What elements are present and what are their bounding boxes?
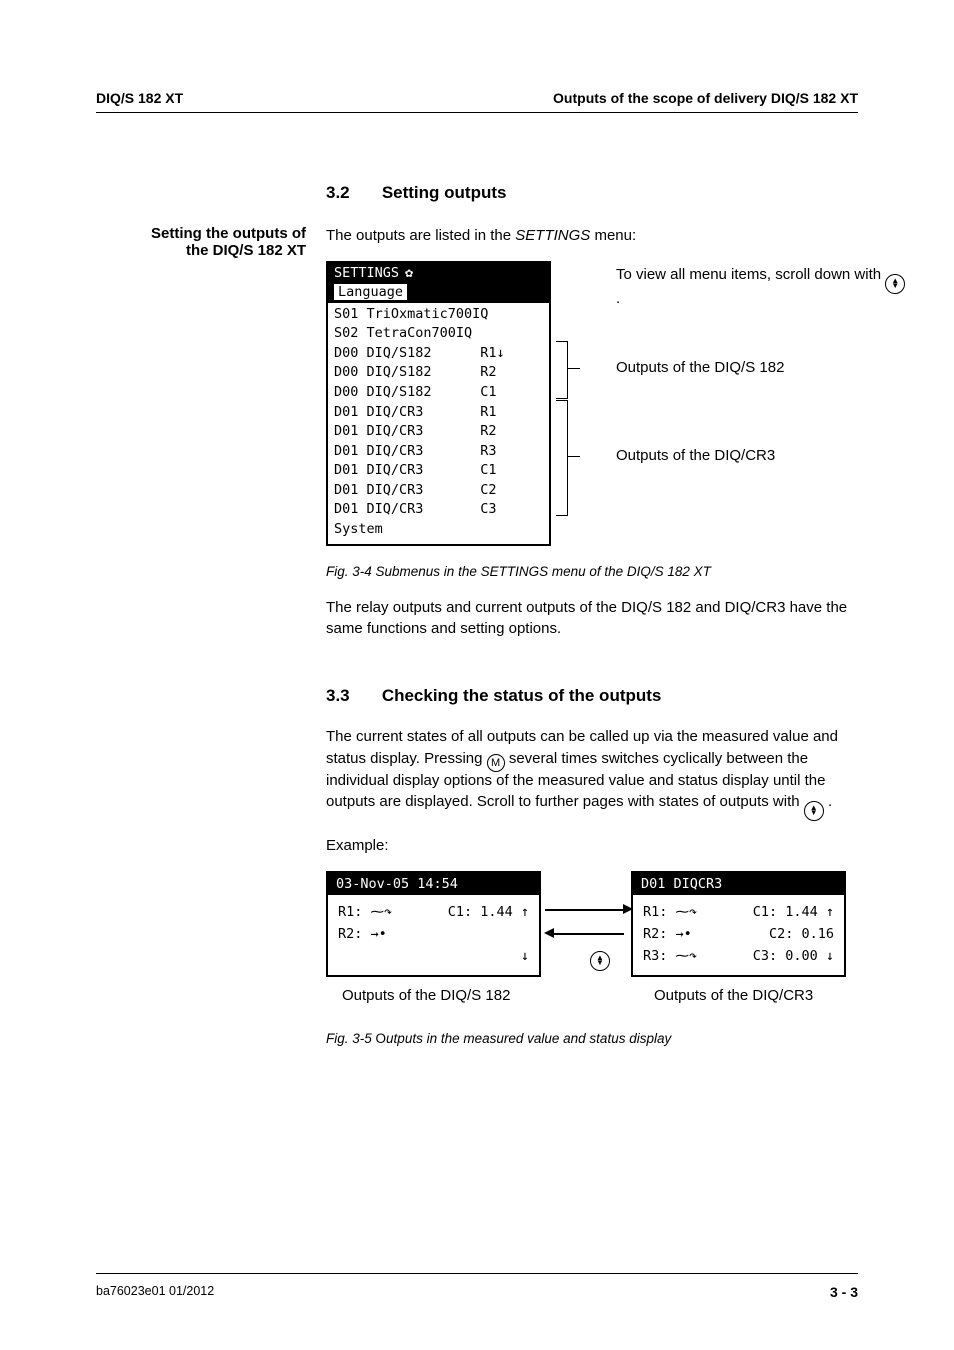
- arrow-right: [545, 909, 623, 911]
- updown-icon: ▲▼: [590, 951, 610, 971]
- bracket-cr3: [556, 400, 568, 516]
- lcd-line: D01 DIQ/CR3 C2: [334, 481, 543, 501]
- lcd-line: D01 DIQ/CR3 C3: [334, 500, 543, 520]
- side-label: Setting the outputs of the DIQ/S 182 XT: [96, 225, 326, 640]
- side-gutter: [96, 183, 326, 203]
- updown-icon: ▲▼: [885, 274, 905, 294]
- lcd-row: R1: ⁓↷C1: 1.44 ↑: [643, 901, 834, 923]
- header-right: Outputs of the scope of delivery DIQ/S 1…: [553, 90, 858, 106]
- lcd-row: R1: ⁓↷C1: 1.44 ↑: [338, 901, 529, 923]
- sec-title: Setting outputs: [382, 183, 507, 202]
- lcd-left: 03-Nov-05 14:54 R1: ⁓↷C1: 1.44 ↑R2: →•↓: [326, 871, 541, 977]
- lcd-row: R2: →•C2: 0.16: [643, 923, 834, 945]
- m-icon: M: [487, 754, 505, 772]
- footer-right: 3 - 3: [830, 1284, 858, 1300]
- caption-pre: O: [376, 1031, 387, 1046]
- side-label-l1: Setting the outputs of: [96, 225, 306, 242]
- side-label-l2: the DIQ/S 182 XT: [96, 242, 306, 259]
- cap-left: Outputs of the DIQ/S 182: [342, 987, 510, 1004]
- lcd-right-title: D01 DIQCR3: [633, 873, 844, 895]
- lcd-title: SETTINGS: [334, 265, 399, 281]
- annot-cr3: Outputs of the DIQ/CR3: [616, 447, 775, 464]
- lcd-line: D01 DIQ/CR3 R3: [334, 442, 543, 462]
- example-label: Example:: [326, 835, 858, 857]
- lcd-line: System: [334, 520, 543, 540]
- lcd-line: D00 DIQ/S182 R1↓: [334, 344, 543, 364]
- annot-s182: Outputs of the DIQ/S 182: [616, 359, 784, 376]
- p1c: .: [828, 793, 832, 810]
- sec-num: 3.3: [326, 686, 350, 705]
- annot-scroll: To view all menu items, scroll down with: [616, 266, 885, 283]
- lcd-left-title: 03-Nov-05 14:54: [328, 873, 539, 895]
- footer-left: ba76023e01 01/2012: [96, 1284, 214, 1300]
- sec1-after: The relay outputs and current outputs of…: [326, 597, 858, 641]
- arrow-left: [554, 933, 624, 935]
- lcd-line: D01 DIQ/CR3 C1: [334, 461, 543, 481]
- lcd-row: ↓: [338, 945, 529, 967]
- lcd-selected: Language: [334, 284, 407, 300]
- intro-c: menu:: [590, 227, 636, 244]
- fig34-caption: Fig. 3-4 Submenus in the SETTINGS menu o…: [326, 564, 858, 579]
- lcd-line: D01 DIQ/CR3 R2: [334, 422, 543, 442]
- lcd-row: R2: →•: [338, 923, 529, 945]
- lcd-line: D01 DIQ/CR3 R1: [334, 403, 543, 423]
- cap-right: Outputs of the DIQ/CR3: [654, 987, 813, 1004]
- lcd-line: D00 DIQ/S182 R2: [334, 363, 543, 383]
- intro-b: SETTINGS: [515, 227, 590, 244]
- lcd-right: D01 DIQCR3 R1: ⁓↷C1: 1.44 ↑R2: →•C2: 0.1…: [631, 871, 846, 977]
- sec-title: Checking the status of the outputs: [382, 686, 662, 705]
- updown-icon: ▲▼: [804, 801, 824, 821]
- header-left: DIQ/S 182 XT: [96, 90, 183, 106]
- lcd-settings: SETTINGS ✿ Language S01 TriOxmatic700IQS…: [326, 261, 551, 546]
- gear-icon: ✿: [405, 265, 413, 281]
- intro-a: The outputs are listed in the: [326, 227, 515, 244]
- lcd-line: S02 TetraCon700IQ: [334, 324, 543, 344]
- lcd-line: D00 DIQ/S182 C1: [334, 383, 543, 403]
- bracket-s182: [556, 341, 568, 399]
- lcd-row: R3: ⁓↷C3: 0.00 ↓: [643, 945, 834, 967]
- lcd-line: S01 TriOxmatic700IQ: [334, 305, 543, 325]
- sec-num: 3.2: [326, 183, 350, 202]
